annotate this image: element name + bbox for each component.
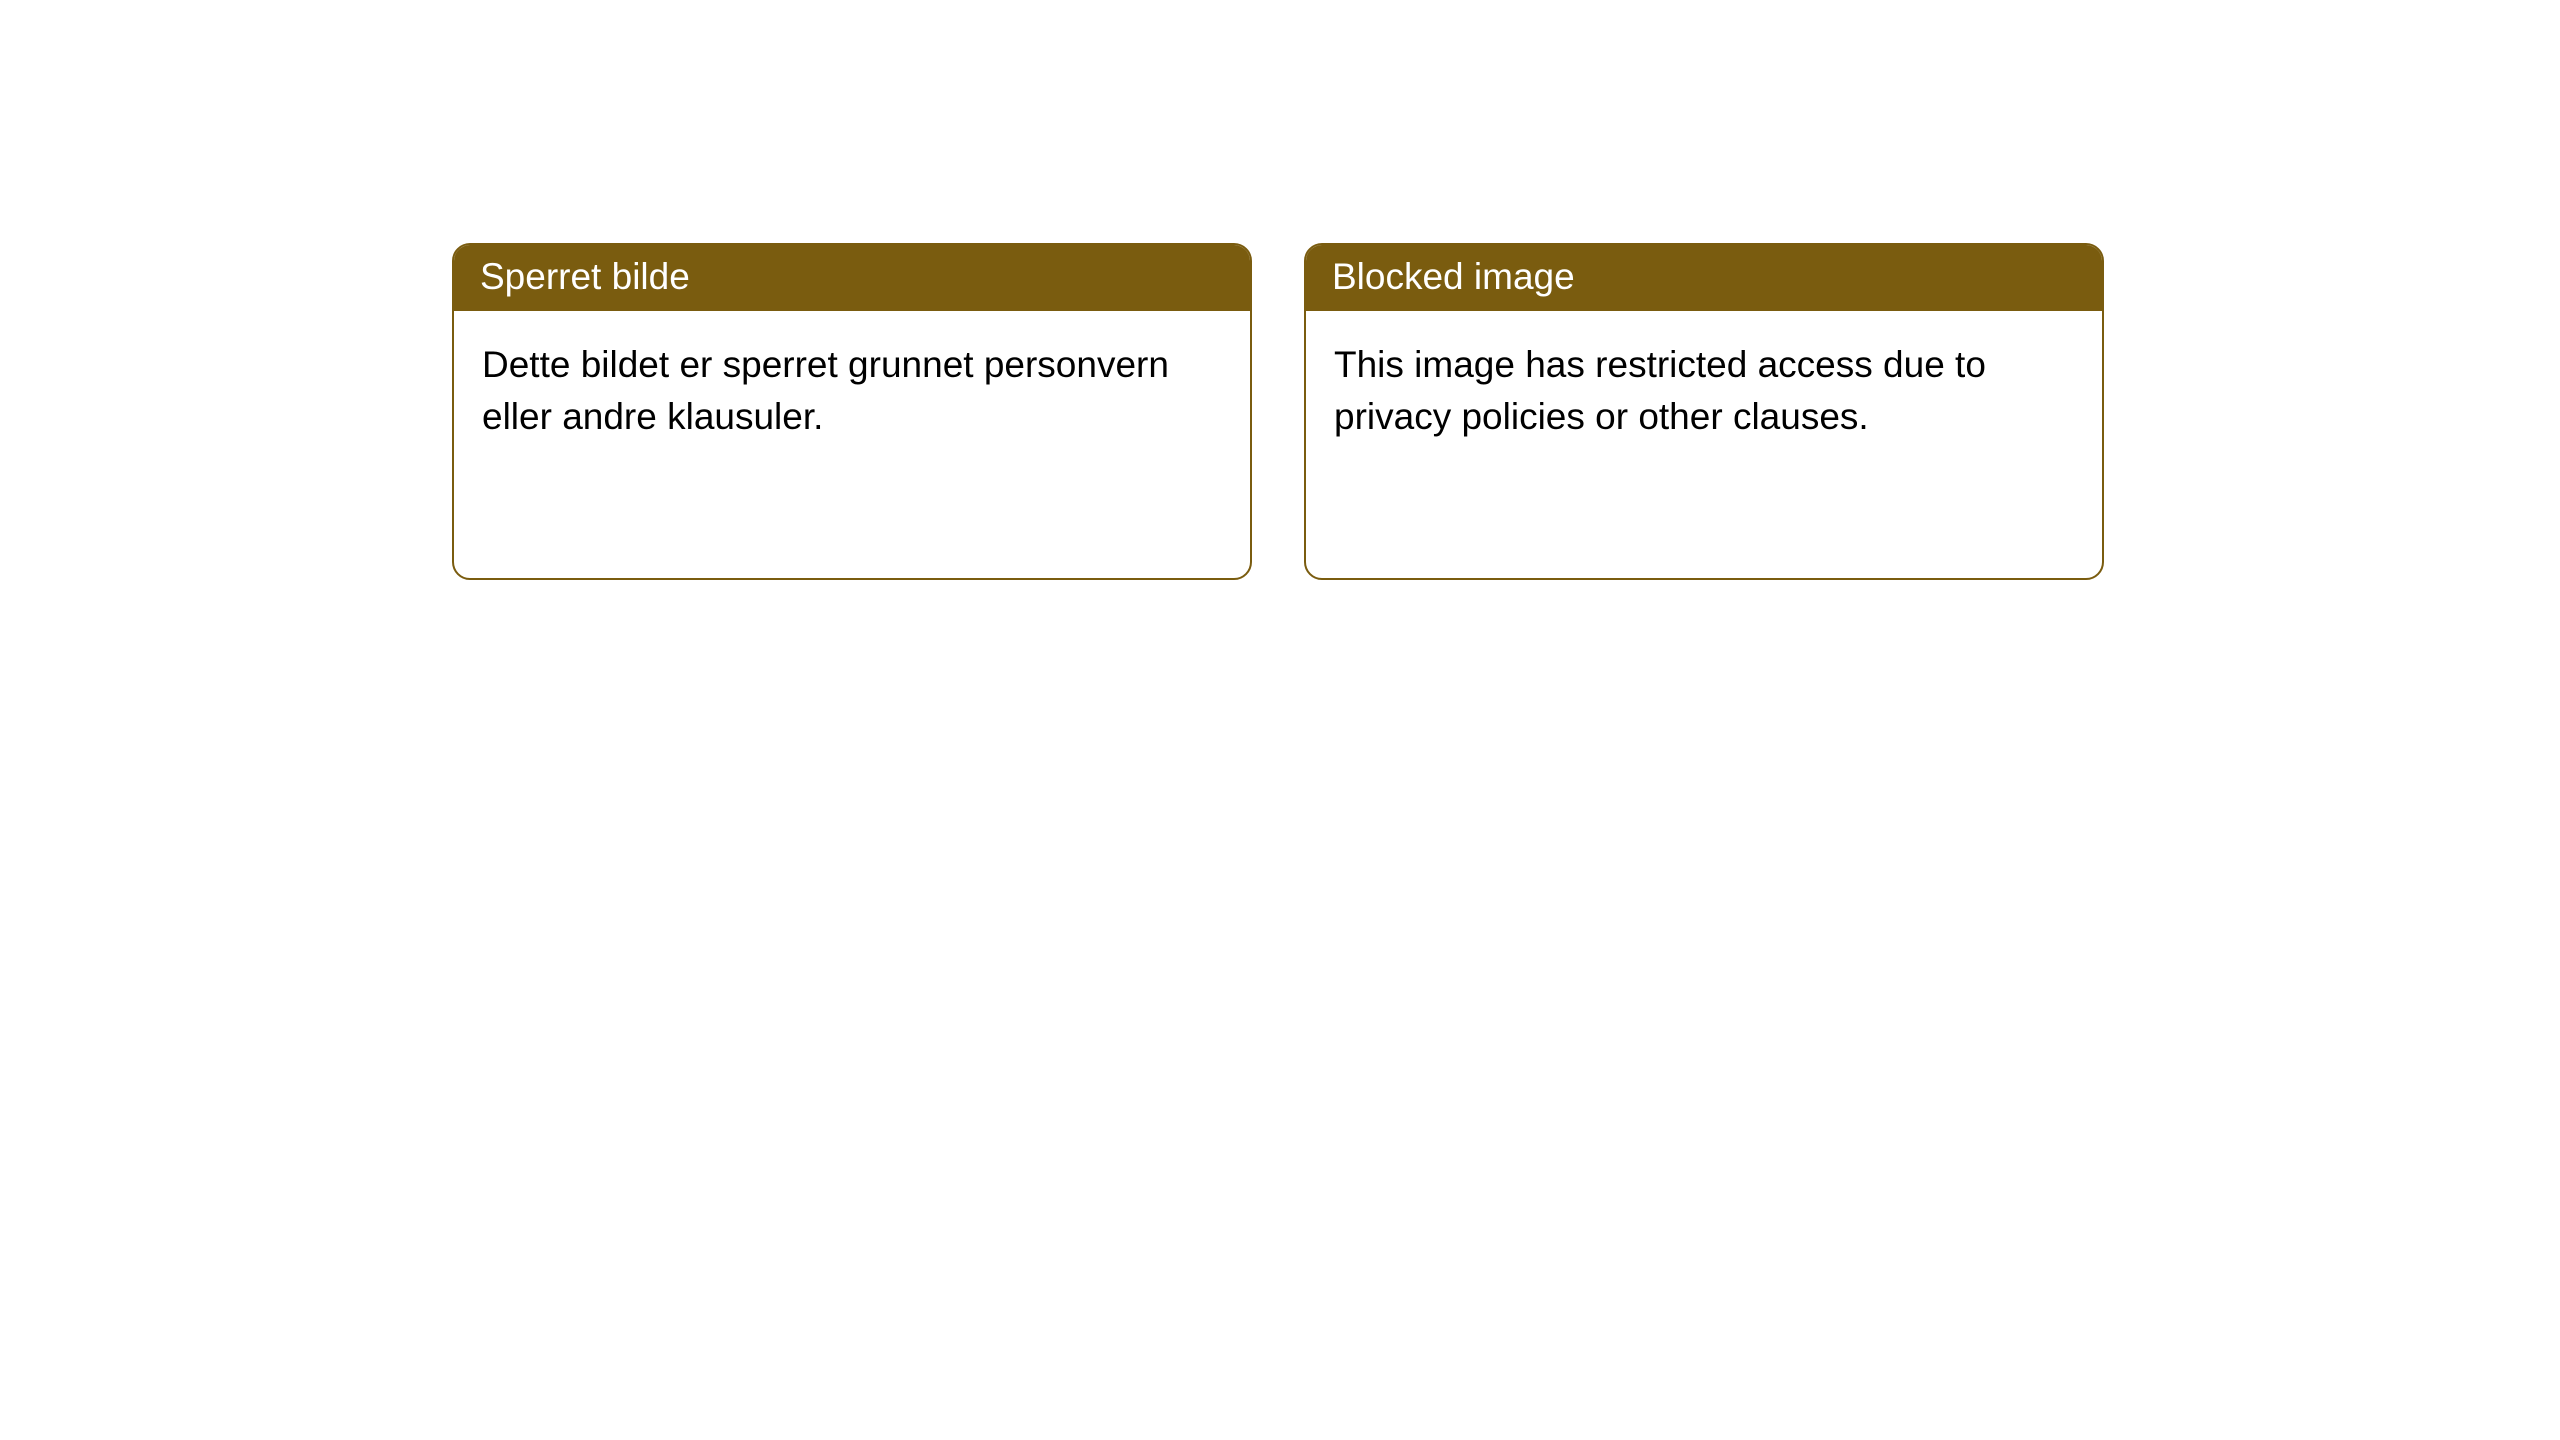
notice-header: Blocked image — [1306, 245, 2102, 311]
notice-card-english: Blocked image This image has restricted … — [1304, 243, 2104, 580]
notice-container: Sperret bilde Dette bildet er sperret gr… — [452, 243, 2104, 580]
notice-card-norwegian: Sperret bilde Dette bildet er sperret gr… — [452, 243, 1252, 580]
notice-header: Sperret bilde — [454, 245, 1250, 311]
notice-body: This image has restricted access due to … — [1306, 311, 2102, 578]
notice-body: Dette bildet er sperret grunnet personve… — [454, 311, 1250, 578]
